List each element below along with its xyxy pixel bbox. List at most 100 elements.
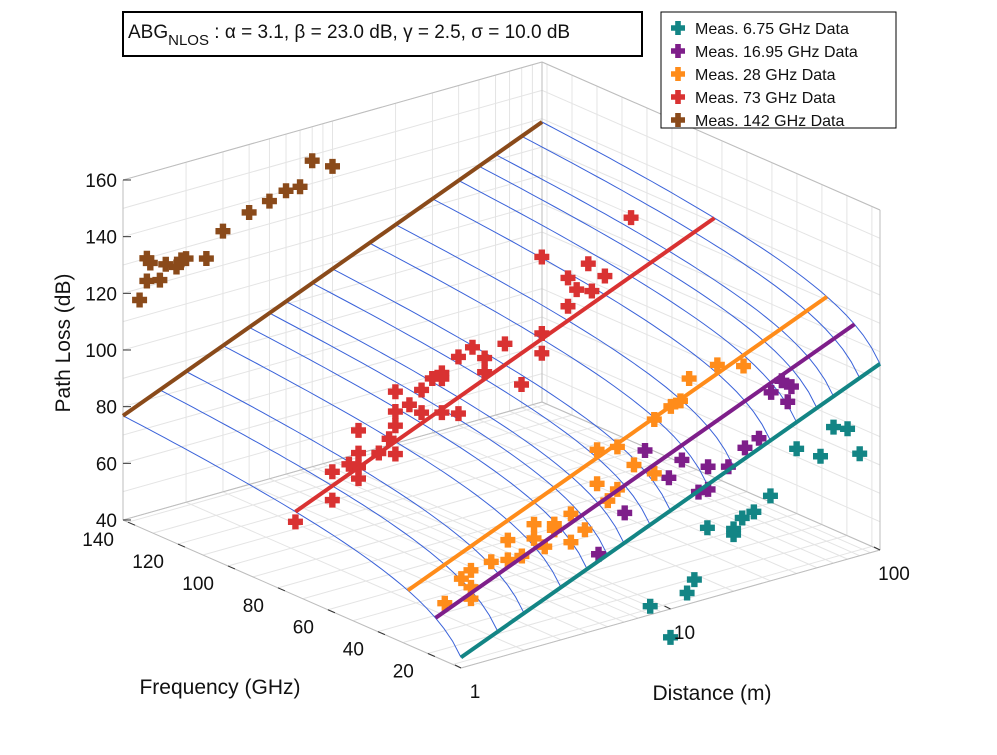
y-tick-label: 20 bbox=[393, 662, 414, 683]
grid-back-wall-hline bbox=[122, 288, 543, 408]
y-tick-label: 120 bbox=[132, 552, 164, 573]
grid-floor-dline bbox=[185, 501, 525, 651]
data-point bbox=[526, 530, 542, 546]
y-tick-label: 80 bbox=[243, 596, 264, 617]
surface-curve-distance bbox=[248, 326, 588, 570]
surface-curve-distance bbox=[269, 312, 608, 556]
grid-floor-dline bbox=[285, 473, 625, 623]
data-point bbox=[450, 349, 466, 365]
data-point bbox=[720, 459, 736, 475]
data-point bbox=[709, 357, 725, 373]
legend-marker bbox=[671, 90, 685, 104]
data-point bbox=[463, 579, 479, 595]
data-point bbox=[534, 325, 550, 341]
data-point bbox=[537, 539, 553, 555]
legend-entry-5: Meas. 142 GHz Data bbox=[671, 113, 845, 130]
grid-floor-fline bbox=[152, 414, 573, 534]
data-point bbox=[789, 441, 805, 457]
data-point bbox=[351, 422, 367, 438]
data-point bbox=[139, 250, 155, 266]
y-tick-mark bbox=[177, 543, 186, 548]
grid-floor-dline bbox=[322, 463, 662, 613]
grid-floor-fline bbox=[127, 403, 548, 523]
data-point bbox=[623, 210, 639, 226]
grid-floor-dline bbox=[269, 478, 608, 628]
data-point bbox=[840, 421, 856, 437]
legend-marker bbox=[671, 44, 685, 58]
annotation-rest: : α = 3.1, β = 23.0 dB, γ = 2.5, σ = 10.… bbox=[209, 22, 570, 43]
x-tick-label: 100 bbox=[878, 564, 910, 585]
legend-entry-2: Meas. 16.95 GHz Data bbox=[671, 44, 858, 61]
data-point bbox=[642, 598, 658, 614]
box-edge bbox=[122, 401, 543, 521]
grid-floor-fline bbox=[227, 447, 648, 567]
z-tick-label: 100 bbox=[85, 341, 117, 362]
legend-label: Meas. 6.75 GHz Data bbox=[695, 21, 849, 38]
data-point bbox=[699, 520, 715, 536]
legend-entry-3: Meas. 28 GHz Data bbox=[671, 67, 836, 84]
surface-curve-distance bbox=[369, 242, 708, 485]
data-point bbox=[663, 629, 678, 645]
data-point bbox=[783, 379, 799, 395]
data-point bbox=[751, 430, 767, 446]
data-point bbox=[646, 465, 662, 481]
data-point bbox=[546, 522, 562, 538]
grid-side-wall-hline bbox=[541, 259, 881, 409]
data-point bbox=[152, 272, 168, 288]
data-point bbox=[560, 270, 576, 286]
surface-curve-distance bbox=[458, 180, 798, 423]
data-point bbox=[584, 283, 600, 299]
legend-marker bbox=[671, 21, 685, 35]
surface-curve-distance bbox=[159, 389, 499, 632]
grid-back-wall-hline bbox=[122, 203, 543, 323]
grid-side-wall-hline bbox=[541, 373, 881, 523]
grid-side-wall-hline bbox=[541, 118, 881, 268]
legend-label: Meas. 28 GHz Data bbox=[695, 67, 836, 84]
data-point bbox=[681, 371, 697, 387]
data-point bbox=[617, 505, 633, 521]
fit-line-4 bbox=[294, 216, 716, 514]
data-point bbox=[198, 251, 214, 267]
data-point bbox=[826, 419, 842, 435]
legend-entry-1: Meas. 6.75 GHz Data bbox=[671, 21, 849, 38]
fit-line-1 bbox=[459, 362, 882, 660]
grid-floor-fline bbox=[277, 469, 698, 589]
grid-side-wall-hline bbox=[541, 316, 881, 466]
data-point bbox=[463, 591, 479, 607]
grid-floor-dline bbox=[532, 404, 871, 554]
grid-side-wall-hline bbox=[541, 344, 881, 494]
grid-back-wall-hline bbox=[122, 89, 543, 209]
data-point bbox=[637, 443, 653, 459]
data-point bbox=[401, 397, 417, 413]
fit-lines bbox=[121, 120, 882, 660]
data-point bbox=[434, 405, 450, 421]
y-tick-label: 140 bbox=[82, 530, 114, 551]
annotation-subscript: NLOS bbox=[168, 32, 209, 49]
data-point bbox=[589, 442, 605, 458]
series-1 bbox=[642, 419, 868, 645]
z-tick-label: 80 bbox=[96, 398, 117, 419]
data-point bbox=[464, 339, 480, 355]
grid-floor-dline bbox=[222, 491, 562, 641]
y-tick-label: 60 bbox=[293, 618, 314, 639]
grid-back-wall-hline bbox=[122, 174, 543, 294]
grid-back-wall-hline bbox=[122, 118, 543, 238]
data-point bbox=[261, 193, 277, 209]
data-point bbox=[387, 404, 403, 420]
z-axis-label: Path Loss (dB) bbox=[52, 274, 75, 413]
series-5 bbox=[132, 153, 340, 308]
data-point bbox=[215, 223, 231, 239]
y-tick-mark bbox=[427, 653, 436, 657]
surface-curve-distance bbox=[311, 282, 651, 526]
grid-floor-dline bbox=[495, 414, 834, 564]
grid-floor-fline bbox=[352, 502, 773, 622]
data-point bbox=[434, 371, 450, 387]
data-point bbox=[746, 504, 762, 520]
data-point bbox=[325, 158, 340, 174]
surface-curve-distance bbox=[285, 301, 625, 544]
grid-floor-fline bbox=[252, 458, 673, 578]
box-edge bbox=[541, 401, 881, 551]
grid-floor-dline bbox=[478, 419, 818, 569]
legend-label: Meas. 16.95 GHz Data bbox=[695, 44, 858, 61]
x-tick-label: 10 bbox=[674, 623, 695, 644]
